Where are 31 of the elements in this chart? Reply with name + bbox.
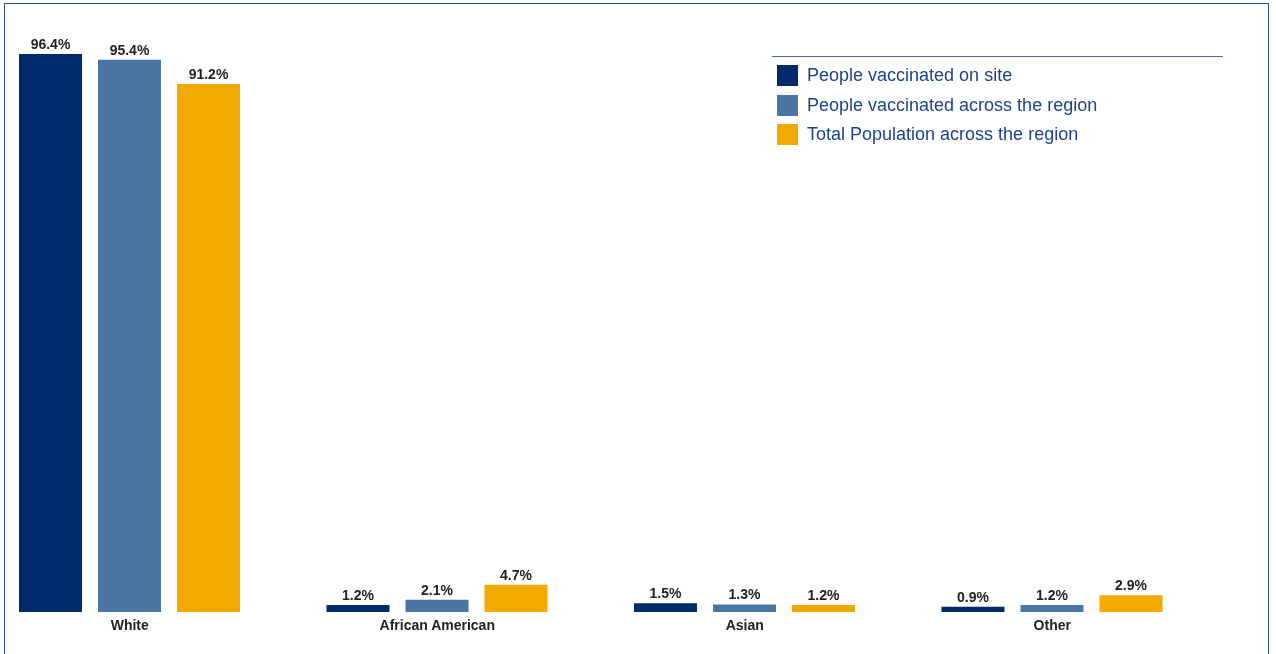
bar bbox=[484, 584, 548, 612]
bar bbox=[326, 605, 390, 612]
data-label: 1.5% bbox=[649, 585, 682, 602]
data-label: 1.3% bbox=[728, 586, 761, 603]
data-label: 96.4% bbox=[30, 36, 71, 52]
bar bbox=[19, 54, 82, 612]
x-tick-label: African American bbox=[379, 616, 495, 633]
data-label: 2.9% bbox=[1115, 577, 1148, 594]
data-label: 0.9% bbox=[957, 588, 990, 605]
data-label: 1.2% bbox=[1036, 587, 1069, 604]
bar bbox=[713, 604, 776, 612]
data-label: 91.2% bbox=[188, 66, 229, 83]
data-label: 1.2% bbox=[807, 587, 840, 604]
bar bbox=[941, 606, 1005, 612]
legend-label: Total Population across the region bbox=[807, 124, 1079, 146]
x-tick-label: White bbox=[110, 616, 150, 633]
bar bbox=[792, 605, 855, 612]
x-tick-label: Asian bbox=[725, 616, 764, 633]
bar bbox=[405, 599, 469, 612]
data-label: 2.1% bbox=[421, 581, 454, 598]
bar bbox=[634, 603, 697, 612]
legend-label: People vaccinated on site bbox=[807, 65, 1013, 87]
data-label: 1.2% bbox=[342, 587, 375, 604]
data-label: 95.4% bbox=[109, 41, 150, 58]
x-tick-label: Other bbox=[1033, 616, 1072, 633]
bar bbox=[1099, 595, 1163, 612]
bar bbox=[1020, 605, 1084, 612]
data-label: 4.7% bbox=[500, 566, 533, 583]
bar bbox=[98, 59, 161, 612]
bar bbox=[177, 84, 240, 612]
legend-label: People vaccinated across the region bbox=[807, 94, 1098, 116]
